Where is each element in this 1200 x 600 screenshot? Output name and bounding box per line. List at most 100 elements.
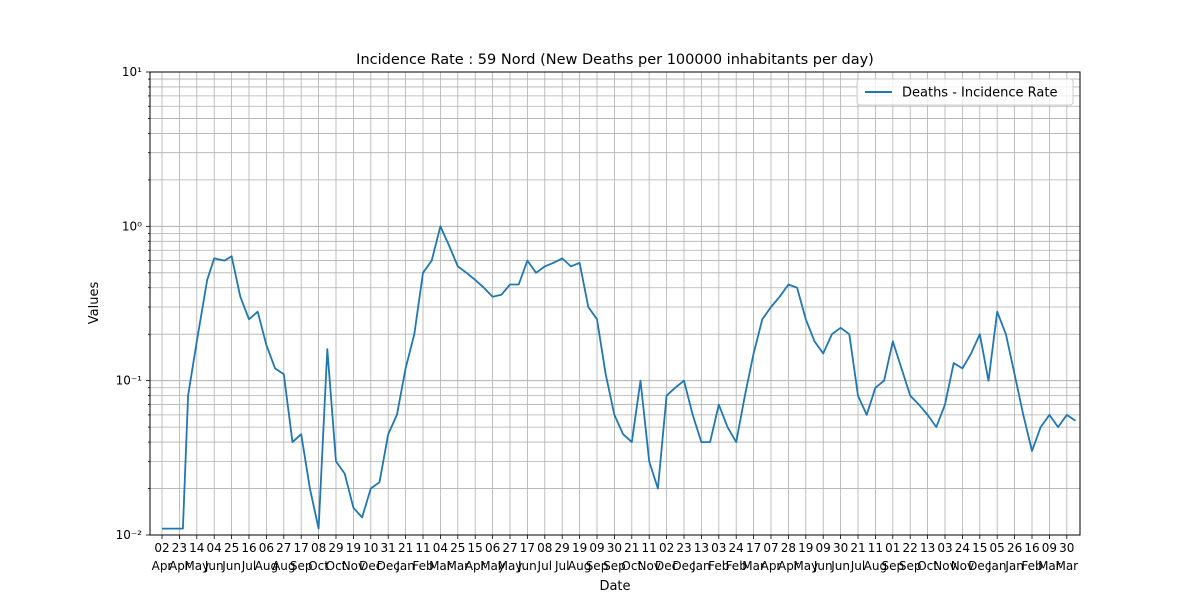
x-tick-label-month: Sep — [899, 559, 922, 573]
x-tick-label-month: Dec — [359, 559, 382, 573]
x-tick-label-day: 09 — [589, 541, 604, 555]
x-tick-label-day: 11 — [868, 541, 883, 555]
x-tick-label-day: 16 — [241, 541, 256, 555]
x-tick-label-day: 06 — [259, 541, 274, 555]
x-tick-label-day: 15 — [972, 541, 987, 555]
x-tick-label-month: Nov — [637, 559, 660, 573]
x-axis-label: Date — [599, 579, 630, 594]
x-tick-label-month: Mar — [429, 559, 452, 573]
x-tick-label-day: 07 — [763, 541, 778, 555]
x-tick-label-month: Jun — [221, 559, 241, 573]
x-tick-label-day: 05 — [990, 541, 1005, 555]
x-tick-label-month: Jul — [537, 559, 552, 573]
x-tick-label-day: 17 — [746, 541, 761, 555]
series-layer — [162, 225, 1076, 530]
x-tick-label-month: Nov — [933, 559, 956, 573]
x-tick-label-day: 03 — [937, 541, 952, 555]
x-tick-label-day: 27 — [276, 541, 291, 555]
x-tick-label-month: Aug — [255, 559, 278, 573]
x-tick-label-month: Jul — [850, 559, 865, 573]
chart-title: Incidence Rate : 59 Nord (New Deaths per… — [356, 52, 874, 68]
legend-entry-deaths: Deaths - Incidence Rate — [902, 86, 1057, 101]
x-tick-label-month: May — [480, 559, 505, 573]
x-tick-label-month: Feb — [708, 559, 729, 573]
x-tick-label-month: Mar — [1038, 559, 1061, 573]
legend-box — [856, 78, 1074, 106]
x-tick-label-day: 26 — [1007, 541, 1022, 555]
y-axis-label: Values — [87, 282, 102, 325]
x-tick-label-month: Sep — [290, 559, 313, 573]
x-tick-label-day: 10 — [363, 541, 378, 555]
x-tick-label-day: 29 — [555, 541, 570, 555]
x-tick-label-day: 17 — [520, 541, 535, 555]
x-tick-label-month: Oct — [308, 559, 329, 573]
x-tick-label-day: 19 — [798, 541, 813, 555]
x-tick-label-day: 11 — [642, 541, 657, 555]
x-tick-label-month: Jul — [241, 559, 256, 573]
y-tick-label: 10⁰ — [122, 219, 142, 233]
x-tick-label-day: 15 — [468, 541, 483, 555]
x-tick-label-day: 03 — [711, 541, 726, 555]
x-tick-label-month: Jun — [813, 559, 833, 573]
x-tick-label-month: Apr — [761, 559, 782, 573]
x-tick-label-month: Dec — [655, 559, 678, 573]
x-tick-label-day: 09 — [816, 541, 831, 555]
x-tick-label-day: 09 — [1042, 541, 1057, 555]
series-line-0 — [162, 225, 1076, 530]
x-tick-label-month: Dec — [968, 559, 991, 573]
x-tick-label-day: 04 — [207, 541, 222, 555]
x-tick-label-day: 17 — [294, 541, 309, 555]
x-tick-label-day: 22 — [903, 541, 918, 555]
x-tick-label-month: Jan — [691, 559, 711, 573]
x-tick-label-day: 02 — [154, 541, 169, 555]
x-tick-label-day: 08 — [311, 541, 326, 555]
x-tick-label-day: 31 — [381, 541, 396, 555]
x-tick-label-day: 28 — [781, 541, 796, 555]
x-tick-label-month: Mar — [446, 559, 469, 573]
x-tick-label-day: 01 — [885, 541, 900, 555]
x-tick-label-month: Nov — [342, 559, 365, 573]
x-tick-label-day: 16 — [1024, 541, 1039, 555]
x-tick-label-day: 21 — [624, 541, 639, 555]
x-tick-label-day: 21 — [850, 541, 865, 555]
x-tick-label-day: 24 — [955, 541, 970, 555]
x-tick-label-day: 25 — [450, 541, 465, 555]
x-tick-label-month: Jan — [987, 559, 1007, 573]
x-tick-label-month: Oct — [621, 559, 642, 573]
x-tick-label-day: 13 — [694, 541, 709, 555]
x-tick-label-day: 11 — [415, 541, 430, 555]
x-tick-label-month: Feb — [1021, 559, 1042, 573]
x-tick-label-month: Apr — [778, 559, 799, 573]
x-tick-label-month: Apr — [152, 559, 173, 573]
x-tick-label-day: 06 — [485, 541, 500, 555]
x-tick-label-month: Jun — [517, 559, 537, 573]
x-tick-label-month: Sep — [881, 559, 904, 573]
x-tick-label-day: 04 — [433, 541, 448, 555]
x-tick-label-month: Apr — [169, 559, 190, 573]
x-tick-label-month: Dec — [377, 559, 400, 573]
x-tick-label-day: 30 — [1059, 541, 1074, 555]
x-tick-label-month: Aug — [864, 559, 887, 573]
x-tick-label-month: Oct — [326, 559, 347, 573]
x-tick-label-day: 30 — [607, 541, 622, 555]
x-tick-label-day: 08 — [537, 541, 552, 555]
x-tick-label-day: 19 — [346, 541, 361, 555]
x-tick-label-month: Apr — [465, 559, 486, 573]
x-tick-label-day: 24 — [729, 541, 744, 555]
y-tick-label: 10⁻² — [116, 528, 143, 542]
x-tick-label-month: May — [184, 559, 209, 573]
x-tick-label-day: 13 — [920, 541, 935, 555]
x-tick-label-day: 25 — [224, 541, 239, 555]
y-axis-ticks: 10⁻² 10⁻¹ 10⁰ 10¹ — [116, 65, 150, 542]
x-tick-label-day: 14 — [189, 541, 204, 555]
x-tick-label-month: May — [793, 559, 818, 573]
x-tick-label-month: Jun — [204, 559, 224, 573]
x-tick-label-day: 29 — [328, 541, 343, 555]
x-tick-label-month: Mar — [1055, 559, 1078, 573]
x-tick-label-month: Jan — [1004, 559, 1024, 573]
x-tick-label-day: 02 — [659, 541, 674, 555]
x-tick-label-month: Sep — [603, 559, 626, 573]
x-tick-label-day: 23 — [172, 541, 187, 555]
y-tick-label: 10⁻¹ — [116, 374, 143, 388]
x-tick-label-month: Mar — [742, 559, 765, 573]
